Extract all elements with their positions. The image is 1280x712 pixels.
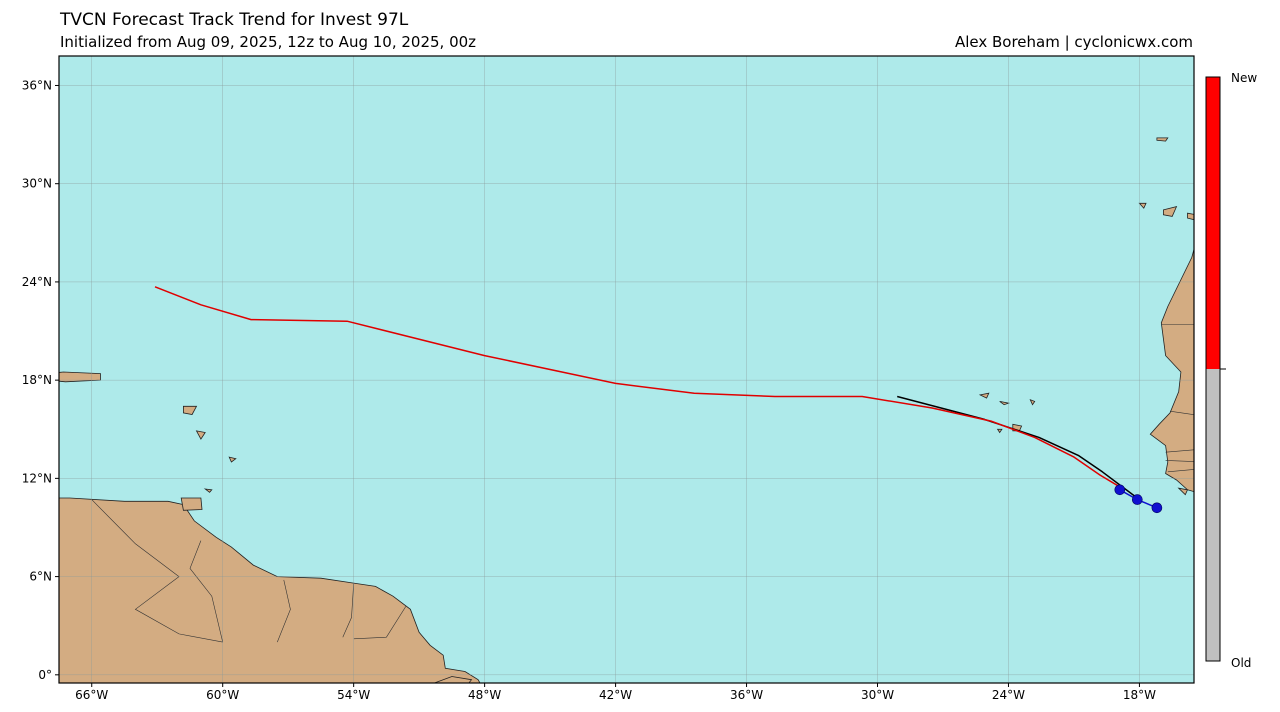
country-border	[189, 540, 223, 643]
map-subtitle: Initialized from Aug 09, 2025, 12z to Au…	[60, 33, 477, 51]
land-cv-2	[999, 401, 1010, 406]
tick-label-lon: 24°W	[992, 688, 1025, 702]
land-bijagos	[1177, 487, 1189, 496]
land-south-america	[59, 497, 481, 683]
initial-position-marker	[1114, 484, 1126, 496]
land-tobago	[203, 488, 213, 493]
map-credit: Alex Boreham | cyclonicwx.com	[954, 33, 1193, 51]
land-canary-4	[1138, 202, 1147, 209]
latitude-ticks: 0° 6°N 12°N 18°N 24°N 30°N 36°N	[22, 78, 59, 682]
tick-label-lon: 30°W	[861, 688, 894, 702]
country-border	[277, 579, 291, 643]
tick-label-lat: 6°N	[29, 570, 52, 584]
tick-label-lat: 24°N	[22, 275, 52, 289]
tick-label-lon: 48°W	[468, 688, 501, 702]
run-colorbar: New Old	[1205, 71, 1257, 670]
land-barbados	[228, 456, 237, 463]
country-border	[353, 605, 407, 640]
tick-label-lon: 60°W	[206, 688, 239, 702]
forecast-track	[154, 286, 1123, 489]
initial-position-marker	[1132, 494, 1143, 505]
colorbar-label-old: Old	[1231, 656, 1251, 670]
land-canary-2	[1163, 206, 1178, 217]
tick-label-lon: 66°W	[75, 688, 108, 702]
tick-label-lon: 54°W	[337, 688, 370, 702]
longitude-ticks: 66°W 60°W 54°W 48°W 42°W 36°W 30°W 24°W 18°W	[75, 683, 1156, 702]
land-cv-5	[996, 428, 1003, 434]
initial-positions	[1114, 484, 1163, 514]
country-border	[1169, 410, 1194, 415]
tick-label-lat: 36°N	[22, 78, 52, 92]
land-cv-3	[1029, 399, 1036, 406]
land-marajo	[434, 676, 473, 683]
country-border	[1167, 469, 1194, 473]
map-title: TVCN Forecast Track Trend for Invest 97L	[60, 10, 409, 30]
land-martinique	[195, 430, 206, 440]
country-border	[91, 499, 223, 643]
tick-label-lon: 36°W	[730, 688, 763, 702]
tick-label-lat: 12°N	[22, 471, 52, 485]
country-border	[1165, 449, 1194, 453]
colorbar-label-new: New	[1231, 71, 1257, 85]
land-canary-1	[1187, 212, 1194, 221]
country-border	[342, 583, 354, 638]
gridlines	[59, 56, 1194, 683]
forecast-track	[897, 395, 1140, 501]
land-madeira	[1156, 137, 1169, 142]
colorbar-new-segment	[1206, 77, 1220, 369]
map-frame	[58, 55, 1195, 684]
land-cv-1	[978, 392, 990, 399]
forecast-tracks	[154, 286, 1140, 501]
country-border	[1165, 460, 1194, 462]
land-guadeloupe	[183, 405, 198, 415]
land-trinidad	[180, 497, 203, 511]
colorbar-old-segment	[1206, 369, 1220, 661]
land-africa	[1149, 247, 1194, 493]
initial-position-marker	[1151, 502, 1163, 514]
tick-label-lon: 42°W	[599, 688, 632, 702]
tick-label-lat: 0°	[38, 668, 52, 682]
tick-label-lat: 18°N	[22, 373, 52, 387]
tick-label-lon: 18°W	[1123, 688, 1156, 702]
tick-label-lat: 30°N	[22, 177, 52, 191]
